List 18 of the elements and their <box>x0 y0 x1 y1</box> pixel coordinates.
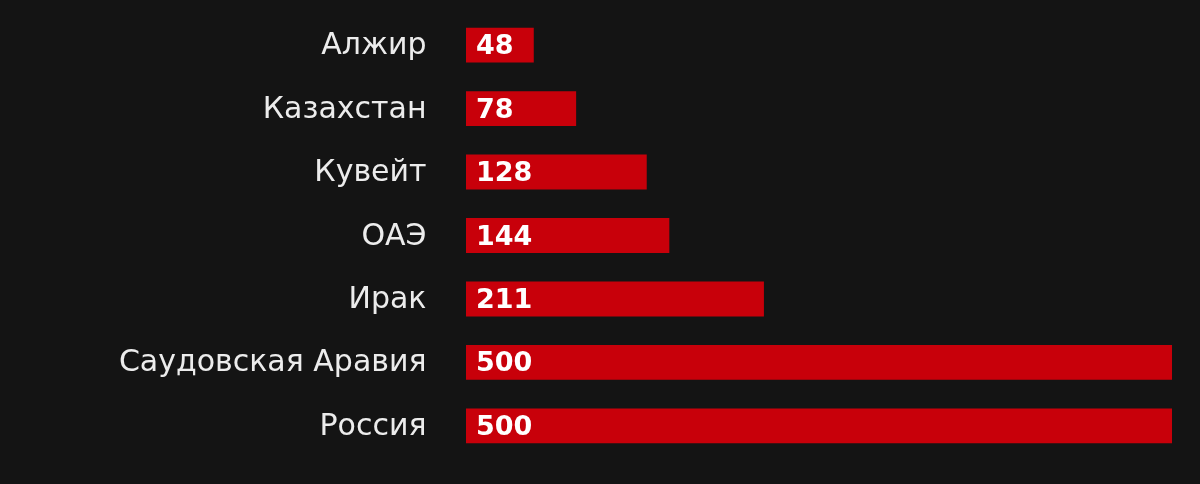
data-label: 48 <box>476 29 514 61</box>
data-label: 500 <box>476 346 533 378</box>
y-tick-label: Кувейт <box>314 153 427 189</box>
y-tick-label: Саудовская Аравия <box>118 343 427 379</box>
data-label: 144 <box>476 219 533 251</box>
data-label: 128 <box>476 156 533 188</box>
y-tick-label: ОАЭ <box>361 216 427 252</box>
bar <box>466 408 1172 444</box>
bar <box>466 281 764 317</box>
y-tick-label: Ирак <box>348 279 427 315</box>
data-label: 211 <box>476 282 533 314</box>
bar <box>466 344 1172 380</box>
data-label: 500 <box>476 409 533 441</box>
data-label: 78 <box>476 92 514 124</box>
bar <box>466 218 670 253</box>
y-tick-label: Казахстан <box>262 89 427 125</box>
y-tick-label: Россия <box>319 406 427 442</box>
y-tick-label: Алжир <box>321 26 427 62</box>
